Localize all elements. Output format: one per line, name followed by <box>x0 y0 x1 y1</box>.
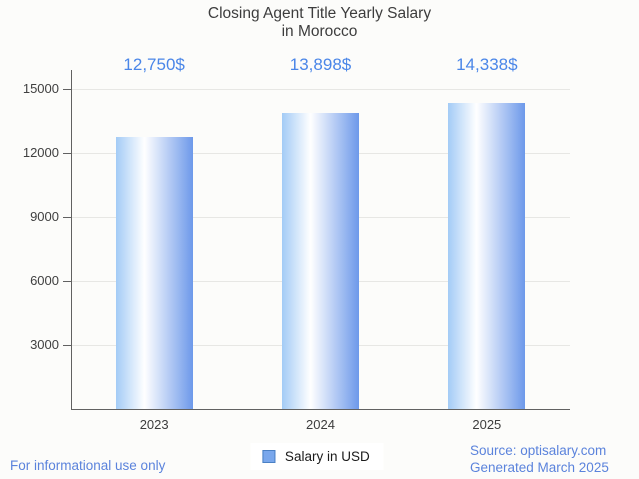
y-axis-line <box>71 70 72 410</box>
y-tick-label-9000: 9000 <box>30 209 59 224</box>
bar-2025 <box>448 103 526 409</box>
x-axis-label-2023: 2023 <box>139 417 169 432</box>
y-tick-15000 <box>63 89 71 90</box>
chart-title: Closing Agent Title Yearly Salary in Mor… <box>0 5 639 40</box>
y-tick-label-3000: 3000 <box>30 337 59 352</box>
gridline-15000 <box>71 89 570 90</box>
source-text: Source: optisalary.com <box>470 443 607 458</box>
y-tick-6000 <box>63 281 71 282</box>
generated-text: Generated March 2025 <box>470 459 609 475</box>
legend-marker-icon <box>261 450 275 463</box>
y-tick-label-15000: 15000 <box>22 81 59 96</box>
legend-label: Salary in USD <box>284 449 370 464</box>
chart-title-line-1: Closing Agent Title Yearly Salary <box>207 5 432 22</box>
value-label-2023: 12,750$ <box>123 55 185 74</box>
chart-title-line-2: in Morocco <box>281 22 358 40</box>
y-tick-label-12000: 12000 <box>22 145 59 160</box>
value-label-2024: 13,898$ <box>289 55 352 74</box>
legend: Salary in USD <box>249 443 384 470</box>
x-axis-label-2025: 2025 <box>472 417 502 432</box>
y-tick-9000 <box>63 217 71 218</box>
y-tick-3000 <box>63 345 71 346</box>
bar-2023 <box>115 137 193 409</box>
value-label-2025: 14,338$ <box>456 55 518 74</box>
disclaimer-text: For informational use only <box>10 458 166 473</box>
source-block: Source: optisalary.com Generated March 2… <box>470 443 609 476</box>
y-tick-12000 <box>63 153 71 154</box>
y-tick-label-6000: 6000 <box>30 273 59 288</box>
bar-2024 <box>282 112 359 409</box>
x-axis-label-2024: 2024 <box>306 417 335 432</box>
x-axis-line <box>71 409 570 410</box>
